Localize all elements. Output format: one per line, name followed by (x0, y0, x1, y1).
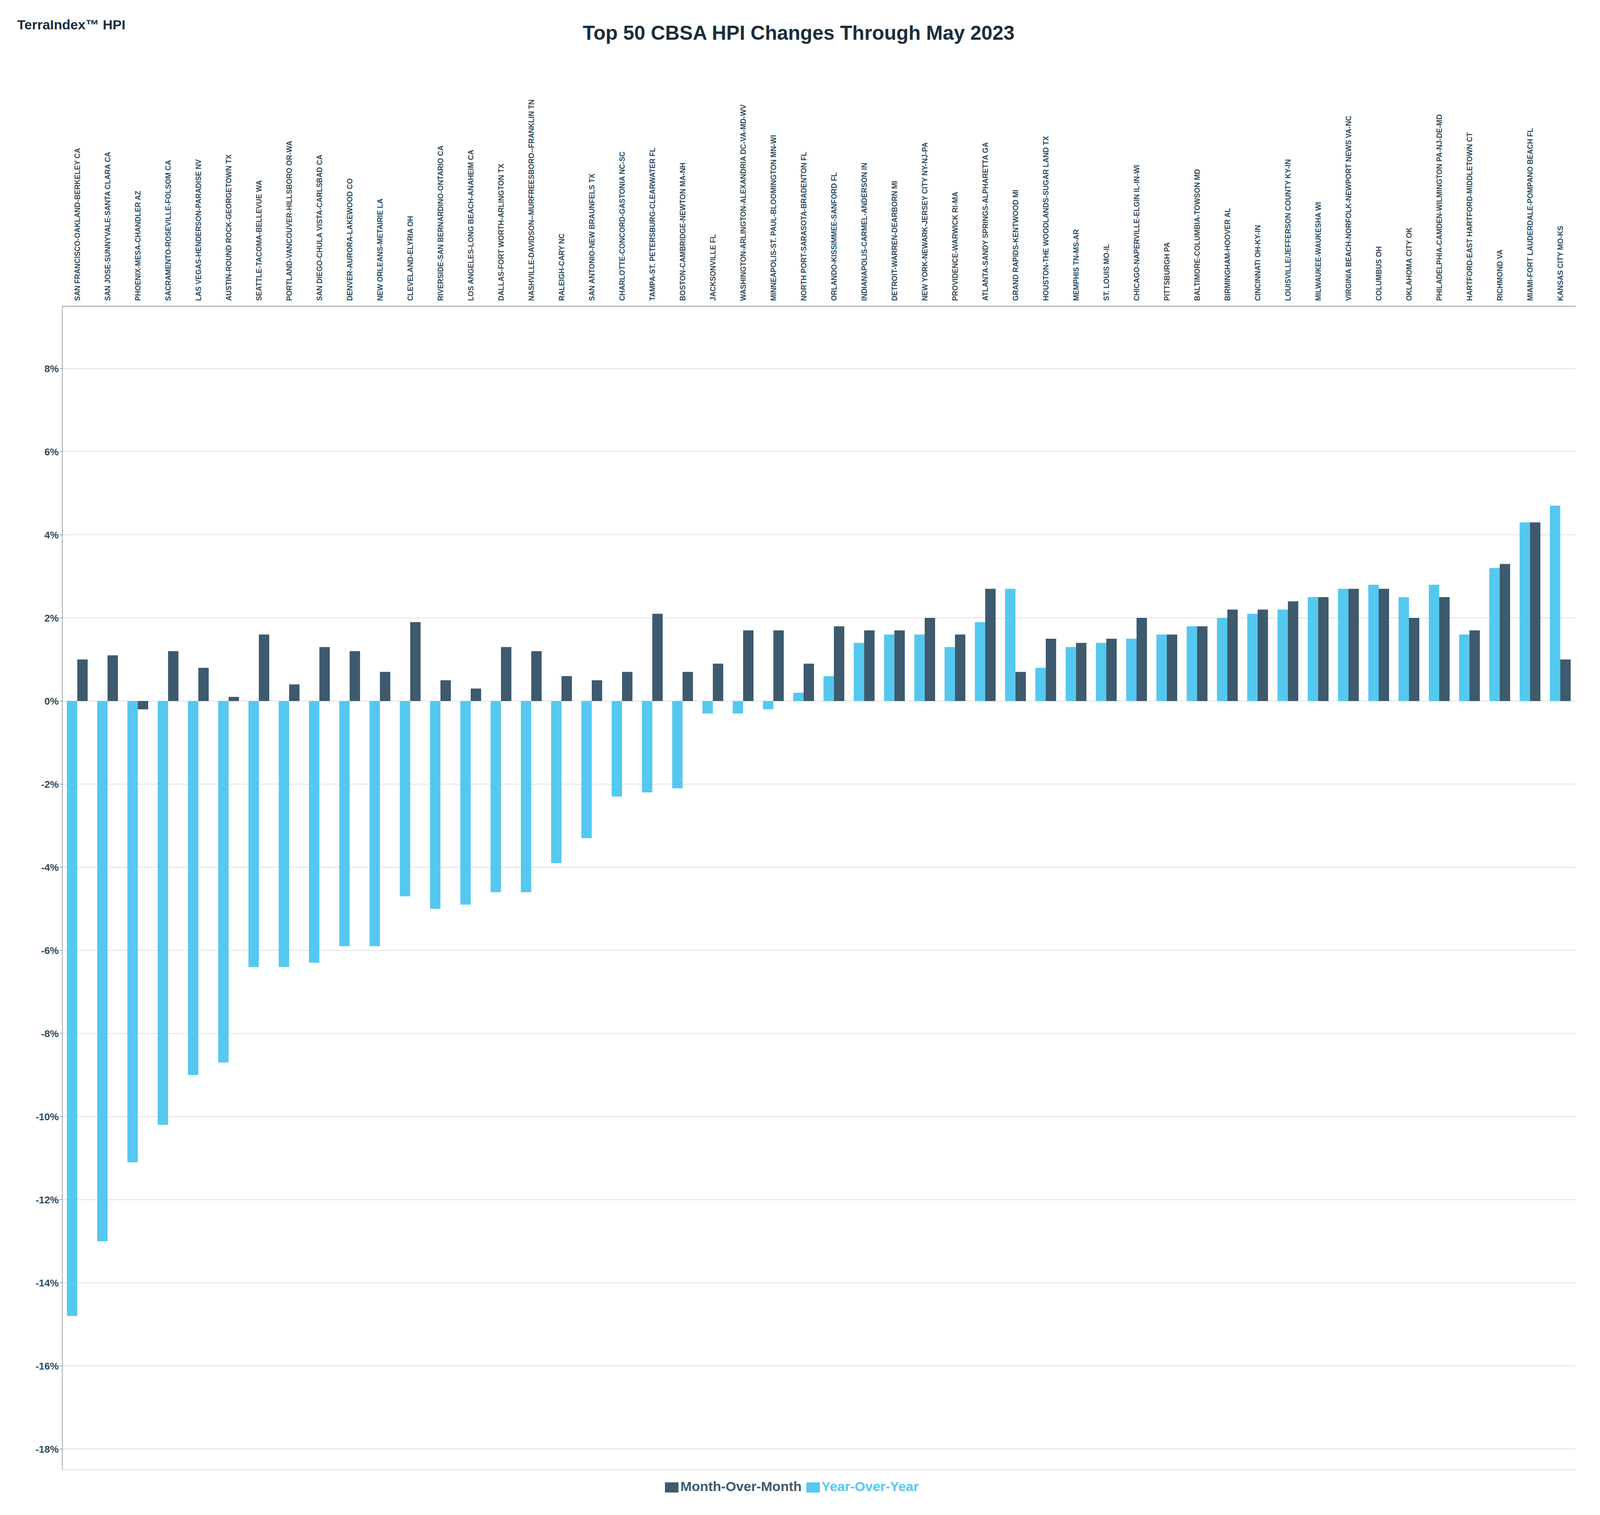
svg-text:TAMPA-ST. PETERSBURG-CLEARWATE: TAMPA-ST. PETERSBURG-CLEARWATER FL (648, 147, 657, 301)
svg-text:-2%: -2% (41, 778, 59, 791)
html-text:Month-Over-Month: Month-Over-Month (680, 1478, 802, 1494)
svg-text:RICHMOND VA: RICHMOND VA (1496, 249, 1504, 301)
html-text:Year-Over-Year: Year-Over-Year (821, 1478, 919, 1494)
svg-text:NASHVILLE-DAVIDSON--MURFREESBO: NASHVILLE-DAVIDSON--MURFREESBORO--FRANKL… (527, 99, 536, 301)
svg-text:PORTLAND-VANCOUVER-HILLSBORO O: PORTLAND-VANCOUVER-HILLSBORO OR-WA (285, 140, 294, 301)
svg-text:DETROIT-WARREN-DEARBORN MI: DETROIT-WARREN-DEARBORN MI (890, 180, 899, 301)
svg-text:NORTH PORT-SARASOTA-BRADENTON: NORTH PORT-SARASOTA-BRADENTON FL (800, 151, 808, 301)
svg-text:ATLANTA-SANDY SPRINGS-ALPHARET: ATLANTA-SANDY SPRINGS-ALPHARETTA GA (981, 141, 990, 301)
html-text:TerraIndex™ HPI: TerraIndex™ HPI (17, 17, 126, 33)
svg-text:0%: 0% (44, 695, 59, 707)
svg-text:PHILADELPHIA-CAMDEN-WILMINGTON: PHILADELPHIA-CAMDEN-WILMINGTON PA-NJ-DE-… (1435, 114, 1444, 301)
svg-text:-10%: -10% (35, 1111, 59, 1123)
svg-text:LOUISVILLE/JEFFERSON COUNTY KY: LOUISVILLE/JEFFERSON COUNTY KY-IN (1284, 159, 1292, 301)
svg-text:DALLAS-FORT WORTH-ARLINGTON TX: DALLAS-FORT WORTH-ARLINGTON TX (497, 163, 506, 301)
svg-text:RIVERSIDE-SAN BERNARDINO-ONTAR: RIVERSIDE-SAN BERNARDINO-ONTARIO CA (436, 145, 445, 301)
svg-text:WASHINGTON-ARLINGTON-ALEXANDRI: WASHINGTON-ARLINGTON-ALEXANDRIA DC-VA-MD… (739, 104, 748, 301)
svg-text:KANSAS CITY MO-KS: KANSAS CITY MO-KS (1556, 225, 1565, 301)
svg-text:-8%: -8% (41, 1028, 59, 1040)
svg-text:MEMPHIS TN-MS-AR: MEMPHIS TN-MS-AR (1072, 229, 1081, 301)
svg-text:BIRMINGHAM-HOOVER AL: BIRMINGHAM-HOOVER AL (1223, 207, 1232, 301)
svg-text:SAN ANTONIO-NEW BRAUNFELS TX: SAN ANTONIO-NEW BRAUNFELS TX (588, 173, 596, 301)
html-text:Top 50 CBSA HPI Changes Throug: Top 50 CBSA HPI Changes Through May 2023 (582, 21, 1015, 44)
svg-text:LOS ANGELES-LONG BEACH-ANAHEIM: LOS ANGELES-LONG BEACH-ANAHEIM CA (467, 149, 475, 301)
svg-text:COLUMBUS OH: COLUMBUS OH (1375, 246, 1383, 301)
svg-text:BOSTON-CAMBRIDGE-NEWTON MA-NH: BOSTON-CAMBRIDGE-NEWTON MA-NH (678, 162, 687, 301)
svg-text:SAN FRANCISCO-OAKLAND-BERKELEY: SAN FRANCISCO-OAKLAND-BERKELEY CA (73, 147, 82, 301)
svg-text:LAS VEGAS-HENDERSON-PARADISE N: LAS VEGAS-HENDERSON-PARADISE NV (194, 159, 203, 301)
svg-text:PROVIDENCE-WARWICK RI-MA: PROVIDENCE-WARWICK RI-MA (951, 191, 960, 301)
svg-text:MINNEAPOLIS-ST. PAUL-BLOOMINGT: MINNEAPOLIS-ST. PAUL-BLOOMINGTON MN-WI (769, 135, 778, 301)
svg-text:4%: 4% (44, 529, 59, 541)
svg-text:NEW ORLEANS-METAIRIE LA: NEW ORLEANS-METAIRIE LA (376, 198, 384, 301)
svg-text:JACKSONVILLE FL: JACKSONVILLE FL (709, 233, 717, 301)
svg-text:OKLAHOMA CITY OK: OKLAHOMA CITY OK (1405, 227, 1413, 301)
svg-text:SAN DIEGO-CHULA VISTA-CARLSBAD: SAN DIEGO-CHULA VISTA-CARLSBAD CA (315, 154, 324, 301)
svg-text:GRAND RAPIDS-KENTWOOD MI: GRAND RAPIDS-KENTWOOD MI (1011, 189, 1020, 301)
svg-text:CINCINNATI OH-KY-IN: CINCINNATI OH-KY-IN (1253, 224, 1262, 301)
svg-text:PITTSBURGH PA: PITTSBURGH PA (1163, 242, 1171, 301)
svg-text:-16%: -16% (35, 1360, 59, 1372)
svg-text:ORLANDO-KISSIMMEE-SANFORD FL: ORLANDO-KISSIMMEE-SANFORD FL (830, 172, 838, 301)
svg-text:SAN JOSE-SUNNYVALE-SANTA CLARA: SAN JOSE-SUNNYVALE-SANTA CLARA CA (103, 151, 112, 301)
svg-text:-4%: -4% (41, 861, 59, 874)
svg-text:SACRAMENTO-ROSEVILLE-FOLSOM CA: SACRAMENTO-ROSEVILLE-FOLSOM CA (164, 159, 173, 301)
svg-text:CLEVELAND-ELYRIA OH: CLEVELAND-ELYRIA OH (406, 215, 415, 301)
svg-text:ST. LOUIS MO-IL: ST. LOUIS MO-IL (1102, 243, 1111, 301)
svg-text:6%: 6% (44, 446, 59, 458)
svg-text:AUSTIN-ROUND ROCK-GEORGETOWN T: AUSTIN-ROUND ROCK-GEORGETOWN TX (224, 154, 233, 301)
svg-text:VIRGINIA BEACH-NORFOLK-NEWPORT: VIRGINIA BEACH-NORFOLK-NEWPORT NEWS VA-N… (1344, 115, 1353, 301)
svg-text:NEW YORK-NEWARK-JERSEY CITY NY: NEW YORK-NEWARK-JERSEY CITY NY-NJ-PA (921, 142, 929, 301)
svg-text:HOUSTON-THE WOODLANDS-SUGAR LA: HOUSTON-THE WOODLANDS-SUGAR LAND TX (1042, 135, 1050, 301)
svg-text:-14%: -14% (35, 1277, 59, 1289)
svg-text:RALEIGH-CARY NC: RALEIGH-CARY NC (557, 233, 566, 301)
svg-text:DENVER-AURORA-LAKEWOOD CO: DENVER-AURORA-LAKEWOOD CO (346, 178, 354, 301)
svg-text:8%: 8% (44, 363, 59, 375)
svg-text:BALTIMORE-COLUMBIA-TOWSON MD: BALTIMORE-COLUMBIA-TOWSON MD (1193, 168, 1202, 301)
svg-text:SEATTLE-TACOMA-BELLEVUE WA: SEATTLE-TACOMA-BELLEVUE WA (255, 180, 263, 301)
svg-text:PHOENIX-MESA-CHANDLER AZ: PHOENIX-MESA-CHANDLER AZ (134, 190, 142, 301)
svg-text:-12%: -12% (35, 1194, 59, 1206)
svg-text:CHICAGO-NAPERVILLE-ELGIN IL-IN: CHICAGO-NAPERVILLE-ELGIN IL-IN-WI (1132, 164, 1141, 301)
svg-text:-18%: -18% (35, 1443, 59, 1455)
svg-text:MIAMI-FORT LAUDERDALE-POMPANO: MIAMI-FORT LAUDERDALE-POMPANO BEACH FL (1526, 127, 1535, 301)
svg-text:MILWAUKEE-WAUKESHA WI: MILWAUKEE-WAUKESHA WI (1314, 201, 1323, 301)
svg-text:2%: 2% (44, 612, 59, 624)
svg-text:INDIANAPOLIS-CARMEL-ANDERSON I: INDIANAPOLIS-CARMEL-ANDERSON IN (860, 162, 869, 301)
svg-text:CHARLOTTE-CONCORD-GASTONIA NC-: CHARLOTTE-CONCORD-GASTONIA NC-SC (618, 151, 627, 301)
svg-text:HARTFORD-EAST HARTFORD-MIDDLET: HARTFORD-EAST HARTFORD-MIDDLETOWN CT (1465, 132, 1474, 301)
svg-text:-6%: -6% (41, 945, 59, 957)
